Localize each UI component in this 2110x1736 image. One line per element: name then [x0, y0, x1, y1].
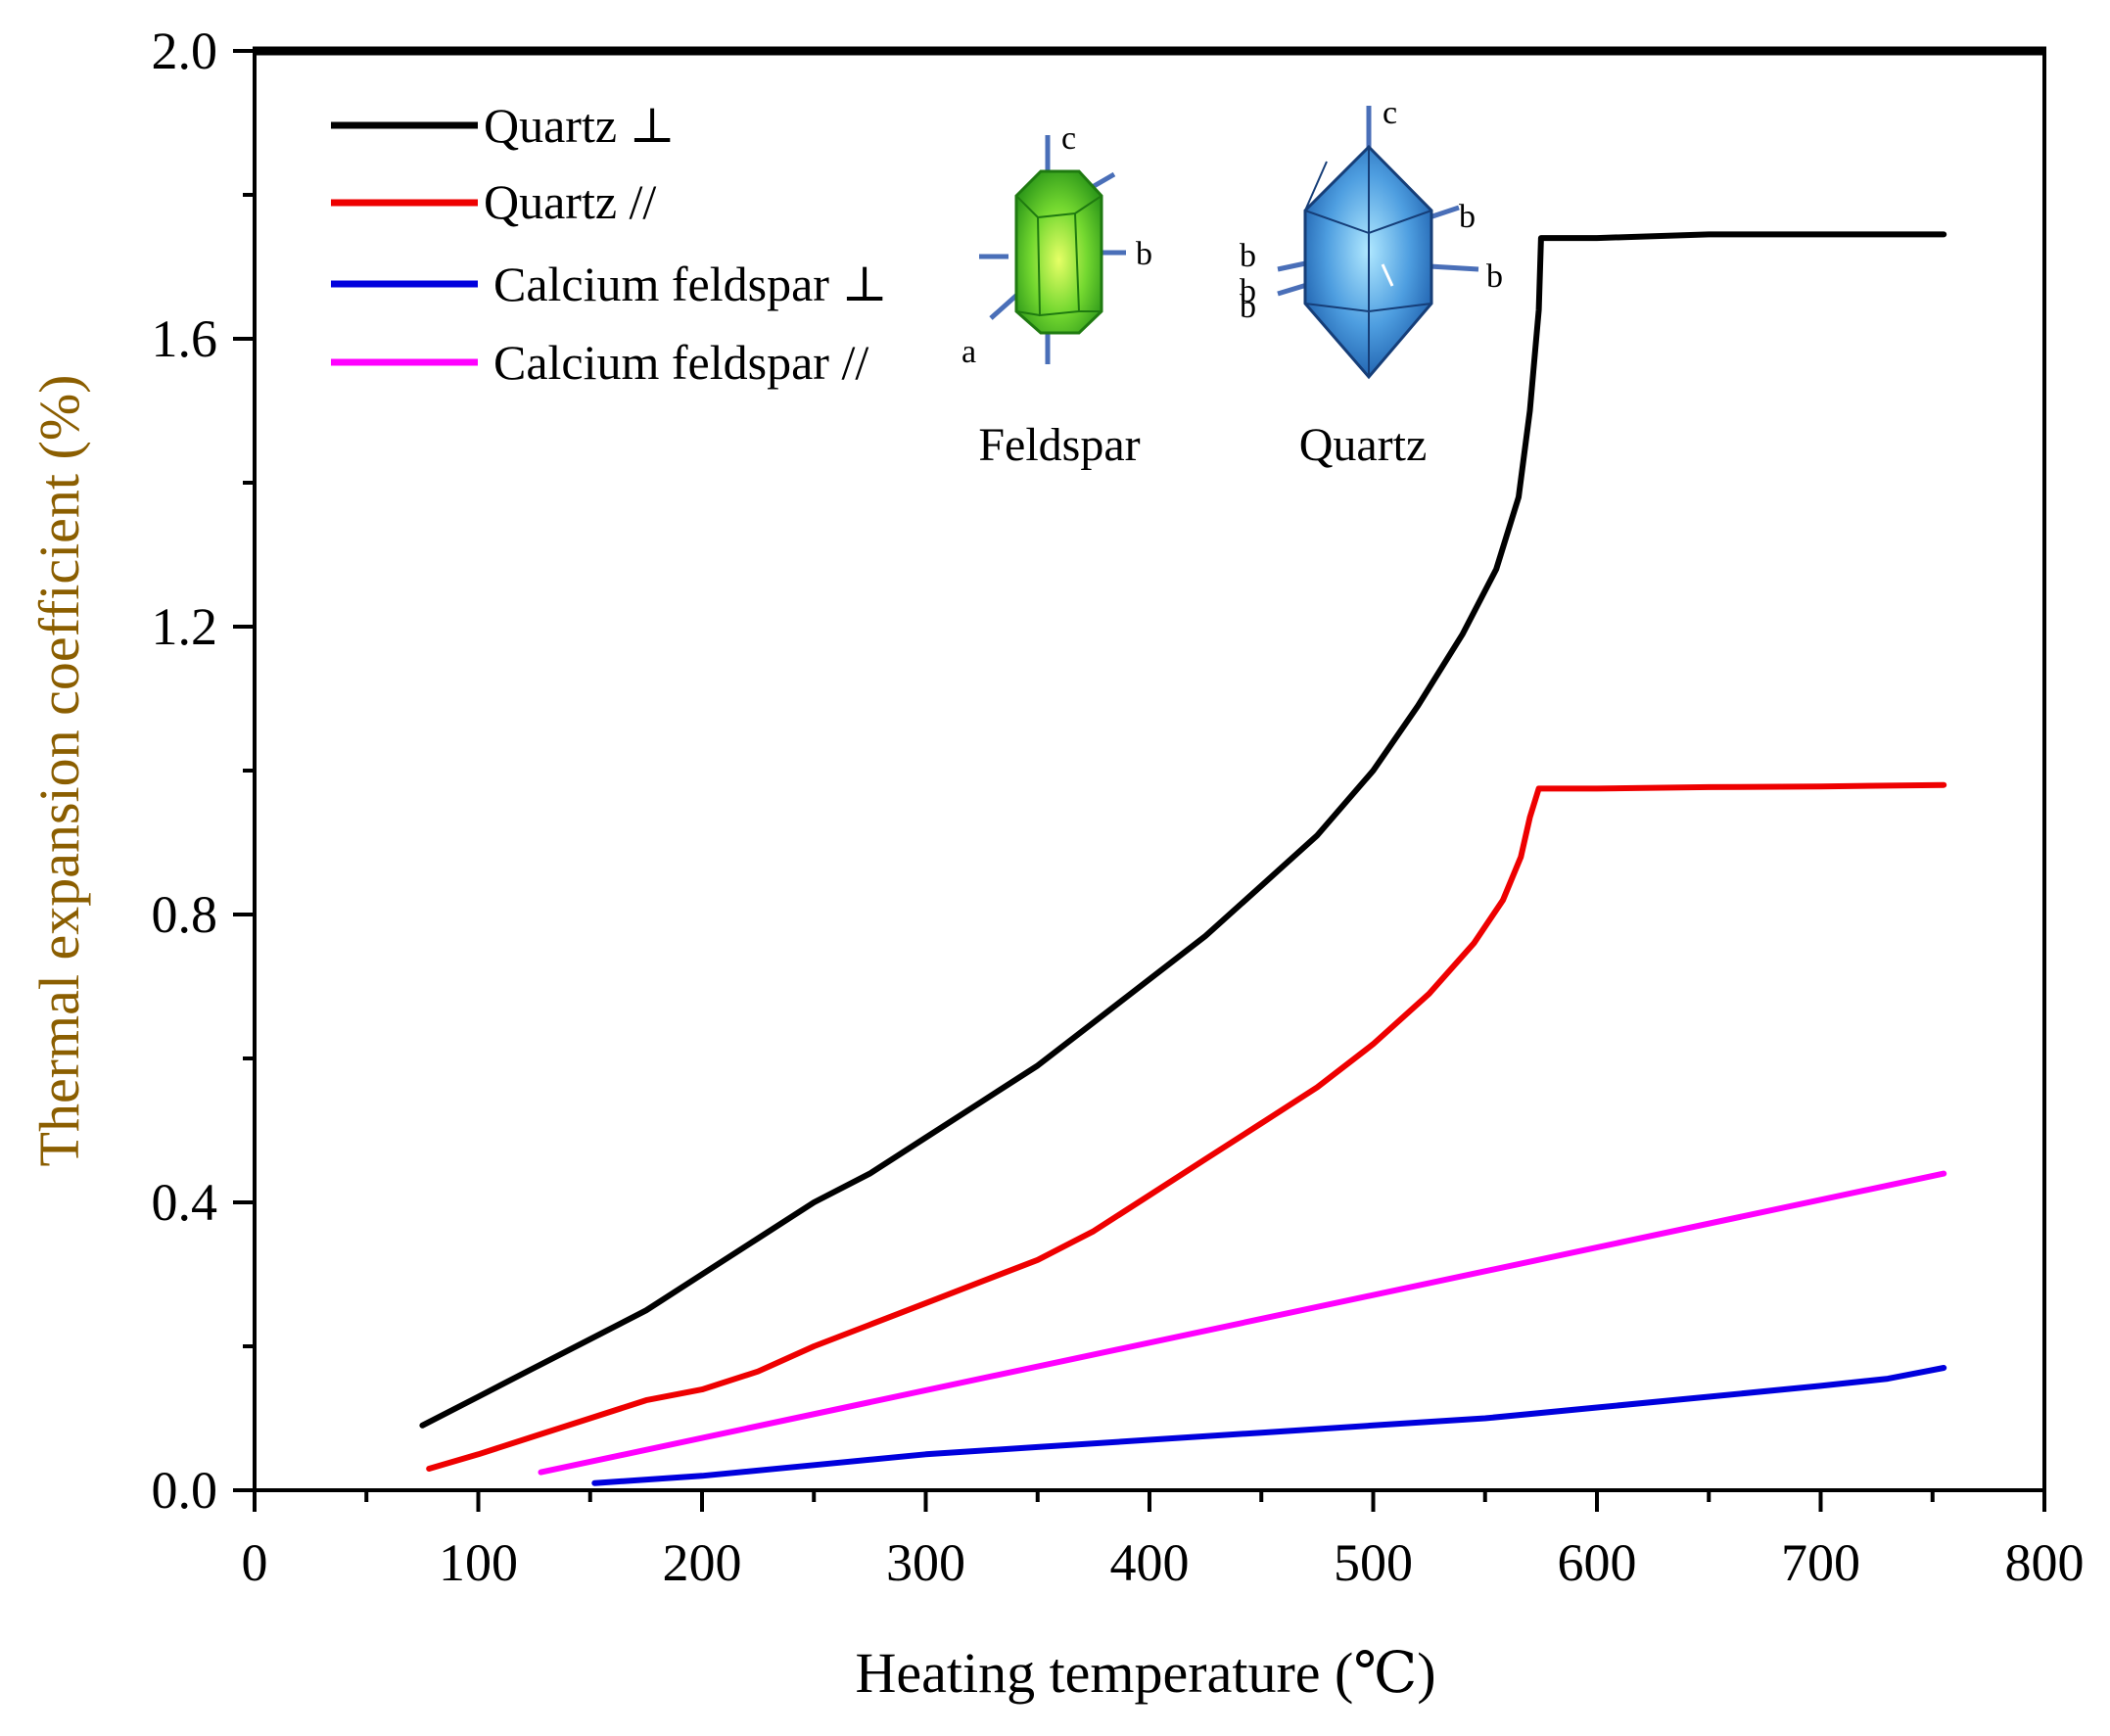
- legend: Quartz ⊥ Quartz // Calcium feldspar ⊥ Ca…: [331, 98, 887, 390]
- x-axis-ticks: [253, 1490, 2046, 1512]
- x-axis-tick-labels: 0 100 200 300 400 500 600 700 800: [242, 1533, 2085, 1592]
- quartz-axis-b-1: b: [1459, 199, 1476, 235]
- feldspar-label: Feldspar: [978, 419, 1140, 471]
- x-axis-title: Heating temperature (℃): [855, 1641, 1435, 1705]
- feldspar-axis-c: c: [1061, 120, 1076, 157]
- series-line-1: [426, 781, 1947, 1472]
- quartz-axis-b-3: b: [1240, 273, 1256, 309]
- legend-label-feldspar-perp: Calcium feldspar ⊥: [493, 257, 887, 311]
- feldspar-axis-a: a: [961, 334, 976, 370]
- y-tick-label: 0.8: [152, 885, 218, 944]
- x-tick-label: 100: [439, 1533, 518, 1592]
- quartz-axis-b-4: b: [1240, 289, 1256, 325]
- y-axis-tick-labels: 0.0 0.4 0.8 1.2 1.6 2.0: [152, 22, 218, 1520]
- quartz-axis-b-2: b: [1240, 238, 1256, 274]
- x-tick-label: 800: [2005, 1533, 2085, 1592]
- legend-label-feldspar-parallel: Calcium feldspar //: [493, 335, 868, 390]
- y-tick-label: 2.0: [152, 22, 218, 80]
- quartz-axis-c: c: [1383, 95, 1397, 131]
- quartz-axis-b-5: b: [1486, 258, 1503, 295]
- y-tick-label: 1.6: [152, 309, 218, 368]
- y-tick-label: 0.0: [152, 1461, 218, 1520]
- x-tick-label: 700: [1781, 1533, 1860, 1592]
- quartz-label: Quartz: [1299, 419, 1428, 471]
- x-tick-label: 300: [886, 1533, 965, 1592]
- quartz-crystal-illustration: c b b b b b Quartz: [1240, 95, 1503, 471]
- x-tick-label: 0: [242, 1533, 268, 1592]
- y-axis-title: Thermal expansion coefficient (%): [27, 375, 91, 1167]
- y-axis-ticks: [233, 49, 255, 1492]
- series-layer: [419, 231, 1947, 1486]
- x-tick-label: 500: [1334, 1533, 1413, 1592]
- y-tick-label: 1.2: [152, 597, 218, 656]
- x-tick-label: 200: [663, 1533, 742, 1592]
- legend-label-quartz-parallel: Quartz //: [484, 174, 656, 229]
- x-tick-label: 600: [1558, 1533, 1637, 1592]
- x-tick-label: 400: [1110, 1533, 1190, 1592]
- series-line-3: [538, 1170, 1947, 1476]
- series-line-2: [591, 1365, 1947, 1486]
- feldspar-axis-b: b: [1136, 236, 1152, 272]
- legend-label-quartz-perp: Quartz ⊥: [484, 98, 676, 153]
- feldspar-crystal-illustration: c b a Feldspar: [961, 120, 1152, 471]
- series-line-0: [419, 231, 1947, 1429]
- y-tick-label: 0.4: [152, 1173, 218, 1232]
